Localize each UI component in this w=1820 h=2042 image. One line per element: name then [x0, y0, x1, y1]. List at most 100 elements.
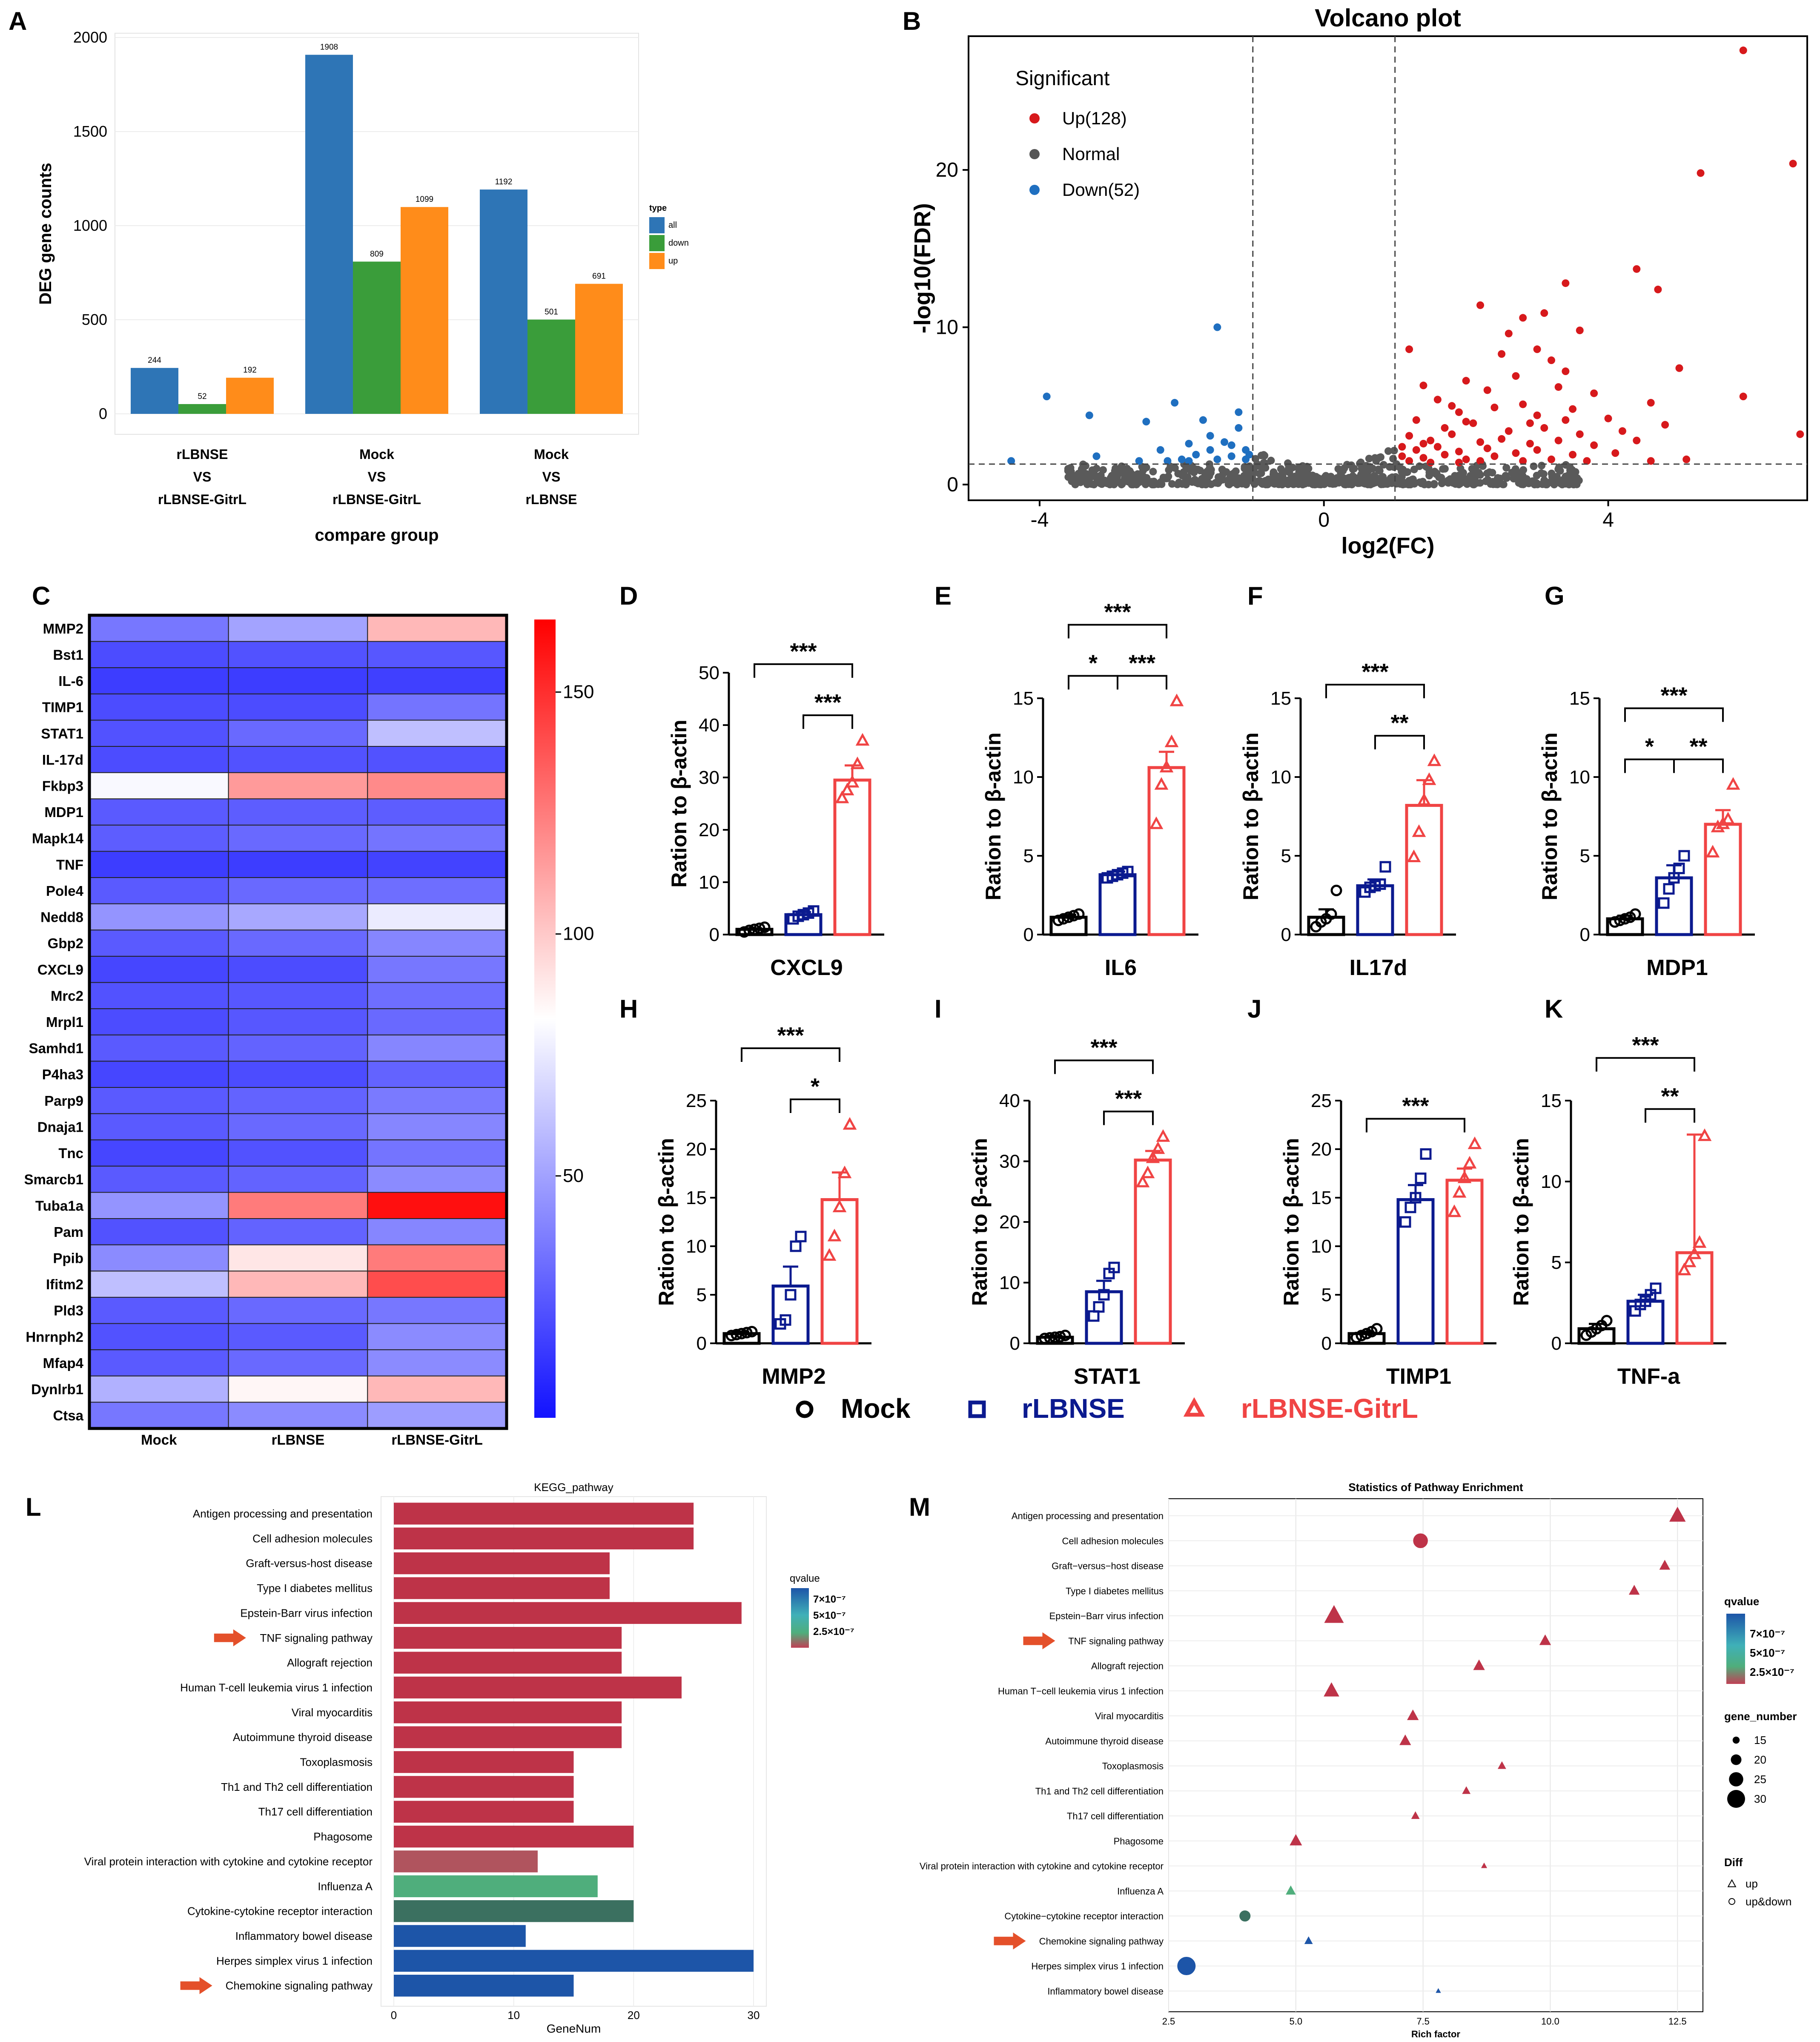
- panel-g-sig-label: **: [1689, 734, 1707, 760]
- panel-k-ytick: 0: [1551, 1333, 1562, 1354]
- panel-l-category-label: Th17 cell differentiation: [258, 1805, 373, 1818]
- panel-c-row-label: MMP2: [43, 621, 83, 637]
- panel-f-ytick: 0: [1281, 924, 1291, 945]
- panel-j-ytick: 0: [1321, 1333, 1332, 1354]
- panel-b-point-up: [1576, 326, 1584, 334]
- panel-b-point-up: [1533, 345, 1541, 353]
- panel-b-point-normal: [1141, 480, 1149, 488]
- panel-b-point-up: [1476, 301, 1485, 309]
- panel-d-ytick: 10: [699, 872, 719, 893]
- panel-b-point-normal: [1386, 463, 1394, 471]
- panel-b-point-down: [1192, 450, 1200, 459]
- panel-b-point-up: [1519, 400, 1527, 408]
- panel-b-point-up: [1569, 405, 1577, 413]
- panel-j-x-axis-label: TIMP1: [1386, 1364, 1451, 1389]
- panel-c-heat-cell: [367, 1139, 507, 1167]
- panel-a-ytick: 2000: [73, 29, 107, 46]
- panel-b-point-down: [1085, 411, 1093, 419]
- panel-c-heat-cell: [367, 798, 507, 826]
- panel-m-category-label: Graft−versus−host disease: [1052, 1561, 1164, 1572]
- panel-f-sig-bracket: [1374, 735, 1425, 749]
- panel-e-data-point: [1052, 915, 1064, 926]
- panel-c-heatmap-frame: [88, 614, 508, 1430]
- panel-b-point-normal: [1379, 461, 1387, 469]
- panel-m-shape-title: Diff: [1724, 1856, 1743, 1869]
- panel-h-data-point: [827, 1228, 842, 1242]
- panel-m-data-point: [1177, 1957, 1196, 1975]
- panel-m-data-point: [1436, 1988, 1441, 1993]
- panel-h-data-point: [843, 1117, 857, 1130]
- panel-j-data-point: [1361, 1328, 1373, 1339]
- panel-f-bar: [1356, 884, 1394, 936]
- panel-m-category-label: Human T−cell leukemia virus 1 infection: [998, 1686, 1164, 1696]
- panel-m-qvalue-colorbar: [1726, 1614, 1745, 1684]
- panel-b-point-normal: [1165, 466, 1173, 474]
- group-legend-label: Mock: [841, 1393, 911, 1424]
- panel-c-heat-cell: [367, 1271, 507, 1298]
- panel-b-point-normal: [1396, 464, 1404, 472]
- panel-h-bar: [820, 1198, 859, 1345]
- panel-c-heat-cell: [367, 641, 507, 668]
- panel-e-data-point: [1149, 816, 1164, 829]
- panel-b-point-up: [1554, 436, 1562, 445]
- panel-i-sig-label: ***: [1115, 1086, 1142, 1112]
- panel-g-bar: [1704, 823, 1742, 936]
- panel-a-category-label: VS: [542, 469, 561, 485]
- panel-h-ytick: 5: [696, 1285, 707, 1305]
- panel-e-bar: [1147, 766, 1186, 936]
- panel-b-point-normal: [1149, 467, 1157, 476]
- panel-j-data-point: [1371, 1323, 1383, 1335]
- panel-a-legend-label: all: [668, 221, 677, 230]
- panel-c-heat-cell: [89, 1296, 229, 1324]
- panel-c-heat-cell: [228, 1192, 368, 1219]
- panel-b-point-up: [1697, 169, 1705, 177]
- panel-c-heat-cell: [89, 1244, 229, 1272]
- panel-e-ytick: 10: [1013, 767, 1034, 788]
- panel-b-point-up: [1512, 372, 1520, 380]
- panel-e-ytick: 0: [1023, 924, 1034, 945]
- panel-b-legend-marker: [1029, 113, 1040, 123]
- panel-j-bar: [1445, 1179, 1484, 1345]
- panel-l-xtick: 0: [391, 2009, 397, 2022]
- panel-m-category-label: Th1 and Th2 cell differentiation: [1035, 1786, 1164, 1796]
- panel-b-point-normal: [1173, 480, 1181, 488]
- panel-d-ytick: 30: [699, 767, 719, 788]
- panel-c-row-label: Ifitm2: [46, 1276, 83, 1292]
- group-legend-marker: [796, 1400, 814, 1418]
- panel-b-point-up: [1682, 455, 1691, 463]
- panel-i-sig-bracket: [1103, 1110, 1154, 1125]
- panel-b-point-up: [1789, 160, 1797, 168]
- panel-b-point-normal: [1425, 472, 1433, 480]
- panel-letter-k: K: [1545, 995, 1563, 1023]
- panel-c-heat-cell: [89, 1165, 229, 1193]
- panel-b-point-normal: [1432, 470, 1440, 478]
- panel-c-heat-cell: [228, 693, 368, 721]
- panel-c-heat-cell: [89, 693, 229, 721]
- panel-c-heat-cell: [367, 955, 507, 983]
- panel-c-heat-cell: [89, 1192, 229, 1219]
- panel-a-bar-label: 501: [545, 308, 558, 317]
- panel-m-shape-marker: [1728, 1898, 1735, 1905]
- panel-c-row-label: Samhd1: [29, 1041, 83, 1056]
- panel-a-bar: [305, 54, 353, 414]
- panel-j-y-axis-label: Ration to β-actin: [1279, 1138, 1303, 1306]
- panel-c-heat-cell: [367, 929, 507, 957]
- panel-b-point-normal: [1403, 468, 1411, 476]
- panel-b-point-normal: [1349, 465, 1357, 473]
- panel-b-point-up: [1505, 427, 1513, 435]
- panel-a-bar: [131, 368, 178, 414]
- panel-m-category-label: Chemokine signaling pathway: [1039, 1936, 1164, 1947]
- panel-b-point-up: [1490, 452, 1499, 460]
- panel-b-point-up: [1562, 367, 1570, 376]
- panel-j-ytick: 10: [1311, 1236, 1332, 1257]
- panel-c-heat-cell: [228, 1323, 368, 1351]
- panel-j-ytick: 5: [1321, 1285, 1332, 1305]
- panel-h-ytick: 10: [686, 1236, 707, 1257]
- panel-b-point-up: [1469, 419, 1477, 427]
- panel-b-point-normal: [1384, 447, 1392, 455]
- panel-m-size-marker: [1727, 1790, 1745, 1808]
- panel-l-bar: [394, 1602, 742, 1624]
- panel-l-category-label: TNF signaling pathway: [260, 1632, 373, 1644]
- panel-b-point-down: [1235, 408, 1243, 416]
- panel-c-row-label: CXCL9: [37, 962, 83, 978]
